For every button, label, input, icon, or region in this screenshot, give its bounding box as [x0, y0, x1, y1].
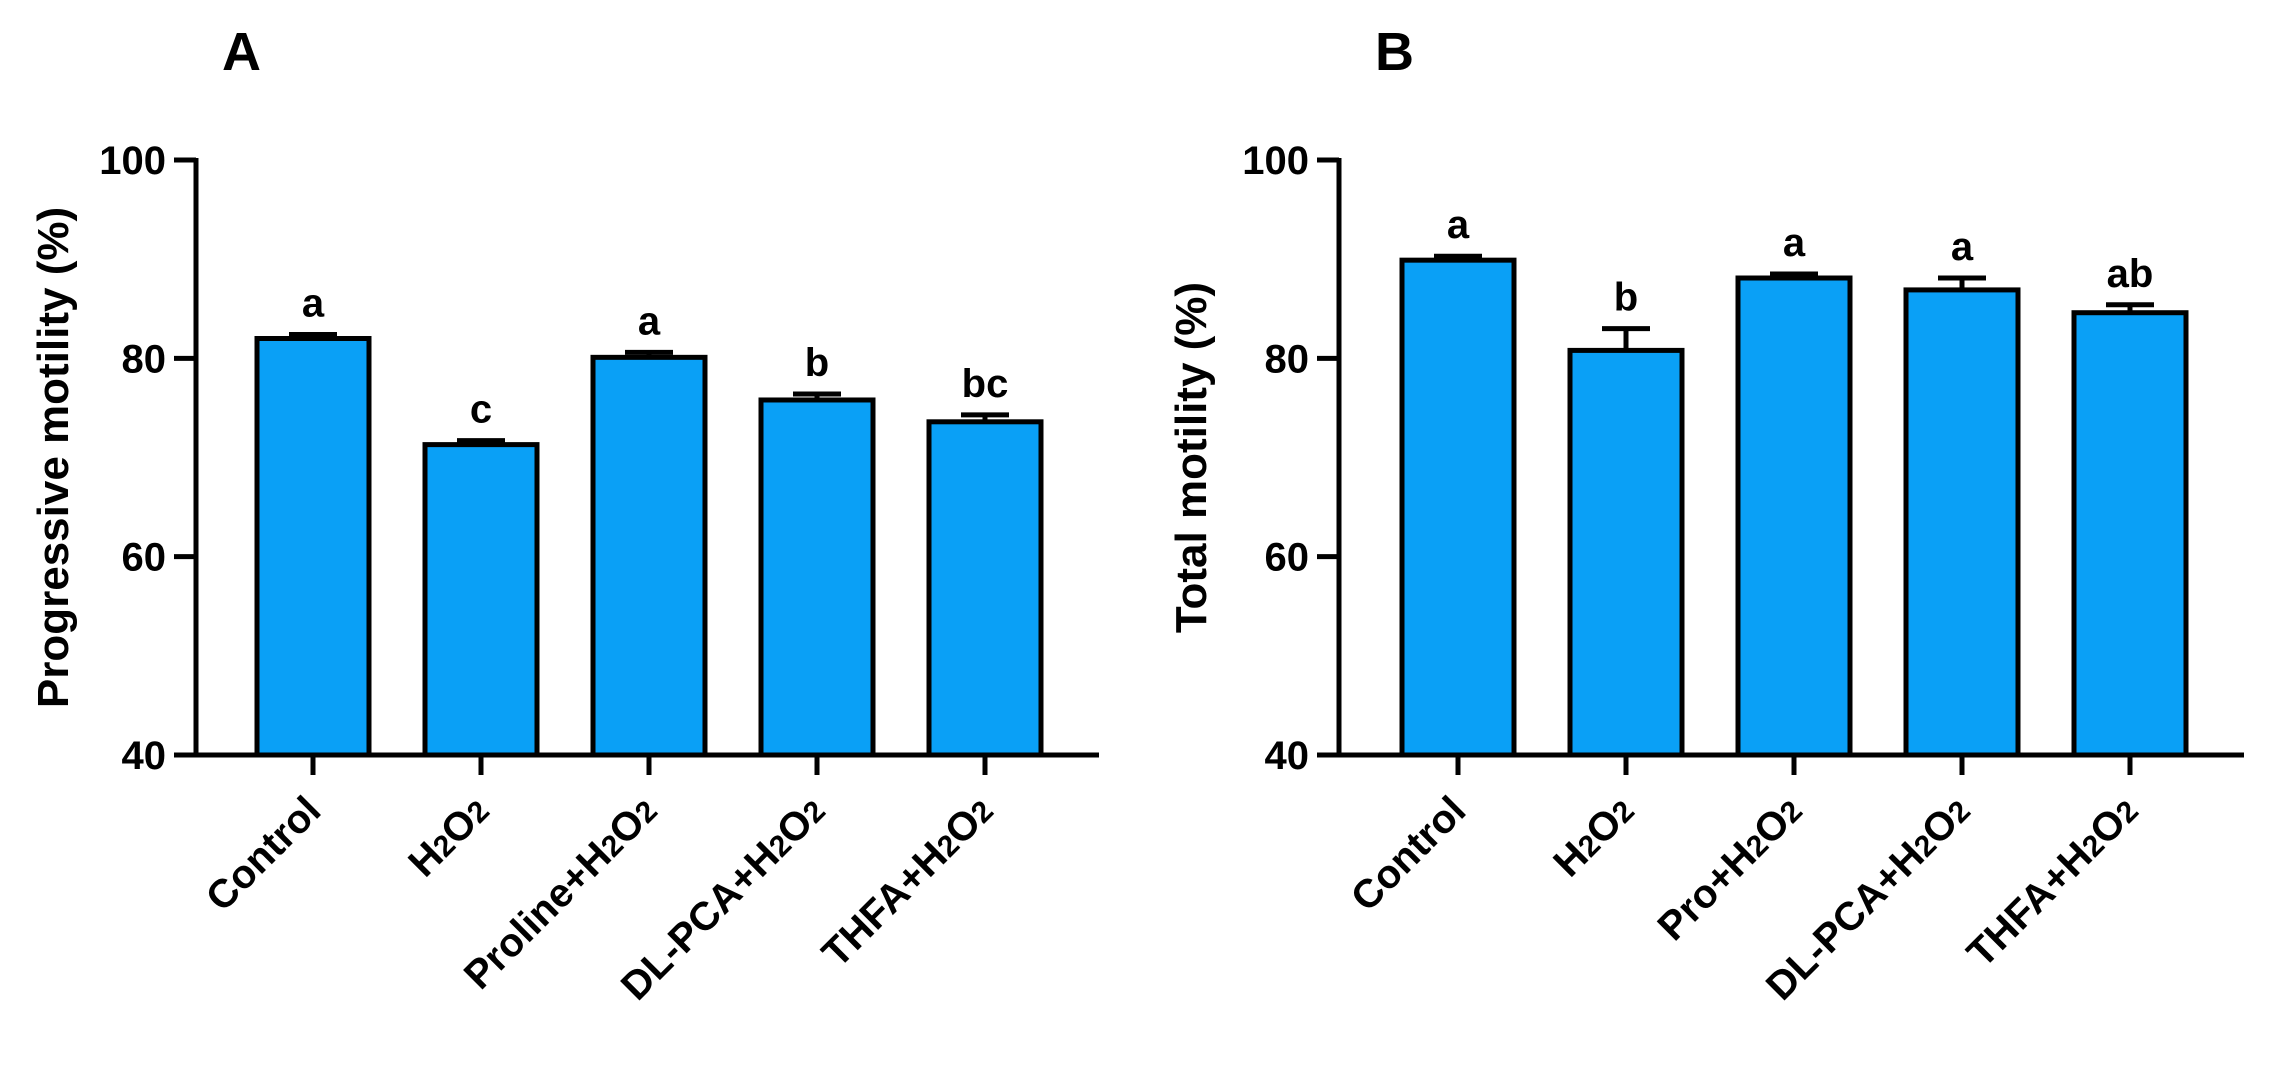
- significance-label: c: [470, 388, 492, 432]
- bar: [1567, 347, 1685, 758]
- bar: [2071, 310, 2189, 758]
- y-tick-label: 40: [1265, 734, 1310, 778]
- bar: [758, 397, 876, 758]
- bar: [1735, 275, 1853, 758]
- x-tick-label: H2O2: [1545, 788, 1642, 885]
- y-tick-label: 80: [122, 337, 167, 381]
- bar: [254, 336, 372, 758]
- y-tick-label: 60: [122, 536, 167, 580]
- y-tick-label: 60: [1265, 536, 1310, 580]
- significance-label: a: [638, 299, 661, 343]
- x-tick-label: Control: [198, 788, 330, 920]
- bar: [590, 354, 708, 758]
- y-axis-title: Total motility (%): [1167, 282, 1216, 633]
- panel-label: A: [222, 22, 261, 82]
- significance-label: a: [302, 282, 325, 326]
- y-axis-title: Progressive motility (%): [29, 207, 78, 708]
- y-tick-label: 80: [1265, 337, 1310, 381]
- x-tick-label: THFA+H2O2: [1959, 788, 2147, 976]
- significance-label: a: [1951, 225, 1974, 269]
- x-tick-label: Pro+H2O2: [1650, 788, 1811, 949]
- x-tick-label: H2O2: [400, 788, 497, 885]
- y-tick-label: 40: [122, 734, 167, 778]
- bar: [1903, 287, 2021, 758]
- bar: [422, 442, 540, 758]
- x-tick-label: Control: [1343, 788, 1475, 920]
- significance-label: a: [1783, 221, 1806, 265]
- chart-panel-a: A Progressive motility (%) a c a b bc 40 60 80 100…: [29, 22, 1099, 1009]
- significance-label: b: [805, 341, 829, 385]
- y-tick-label: 100: [1242, 139, 1309, 183]
- x-tick-label: THFA+H2O2: [814, 788, 1002, 976]
- significance-label: ab: [2107, 252, 2154, 296]
- significance-label: a: [1447, 203, 1470, 247]
- y-tick-label: 100: [99, 139, 166, 183]
- bar: [1399, 257, 1517, 758]
- panel-label: B: [1375, 22, 1414, 82]
- bar: [926, 419, 1044, 758]
- significance-label: b: [1614, 276, 1638, 320]
- significance-label: bc: [962, 362, 1009, 406]
